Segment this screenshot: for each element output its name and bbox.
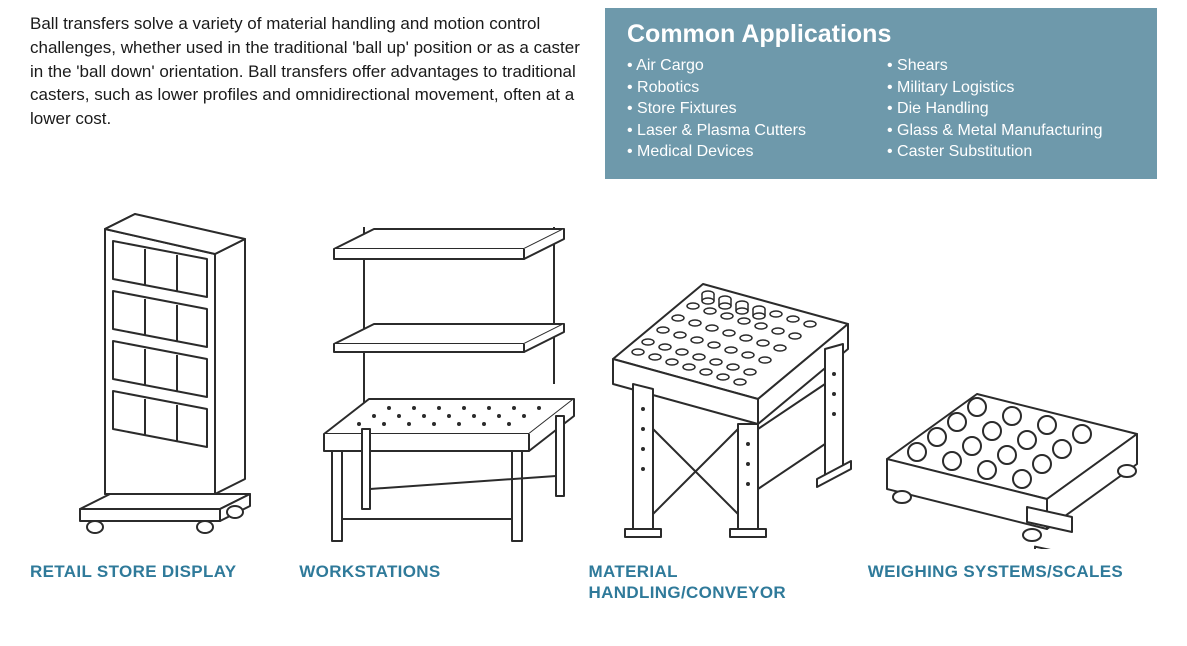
- conveyor-icon: [593, 229, 863, 549]
- app-item: Military Logistics: [887, 77, 1102, 99]
- caption-workstations: WORKSTATIONS: [299, 561, 588, 604]
- app-item: Die Handling: [887, 98, 1102, 120]
- app-item: Medical Devices: [627, 141, 887, 163]
- applications-panel: Common Applications Air Cargo Robotics S…: [605, 8, 1157, 179]
- app-item: Robotics: [627, 77, 887, 99]
- app-item: Caster Substitution: [887, 141, 1102, 163]
- applications-title: Common Applications: [627, 20, 1135, 49]
- applications-col-1: Air Cargo Robotics Store Fixtures Laser …: [627, 55, 887, 163]
- caption-material-handling: MATERIAL HANDLING/CONVEYOR: [589, 561, 868, 604]
- app-item: Air Cargo: [627, 55, 887, 77]
- applications-col-2: Shears Military Logistics Die Handling G…: [887, 55, 1102, 163]
- scale-icon: [872, 349, 1152, 549]
- app-item: Laser & Plasma Cutters: [627, 120, 887, 142]
- app-item: Shears: [887, 55, 1102, 77]
- retail-display-icon: [65, 199, 265, 549]
- app-item: Store Fixtures: [627, 98, 887, 120]
- caption-retail: RETAIL STORE DISPLAY: [30, 561, 299, 604]
- workstation-icon: [304, 219, 584, 549]
- app-item: Glass & Metal Manufacturing: [887, 120, 1102, 142]
- intro-paragraph: Ball transfers solve a variety of materi…: [30, 8, 585, 179]
- caption-weighing: WEIGHING SYSTEMS/SCALES: [868, 561, 1157, 604]
